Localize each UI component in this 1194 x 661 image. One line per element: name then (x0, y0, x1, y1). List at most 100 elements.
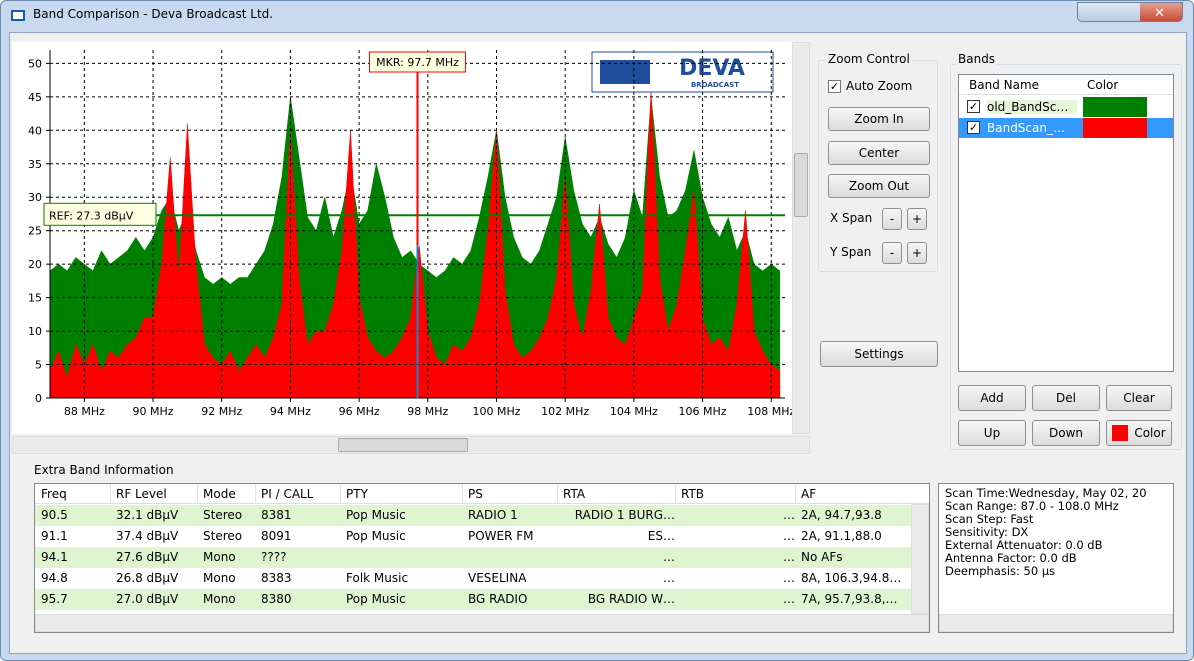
table-row[interactable] (35, 505, 911, 526)
table-row[interactable] (35, 547, 911, 568)
table-cell: 90.5 (41, 508, 68, 522)
band-color[interactable] (1083, 118, 1147, 138)
table-cell: VESELINA (468, 571, 527, 585)
column-divider (795, 484, 796, 504)
window-title: Band Comparison - Deva Broadcast Ltd. (33, 7, 274, 21)
area (49, 90, 781, 399)
ref-label-box (43, 202, 157, 226)
column-divider (340, 484, 341, 504)
table-cell: … (783, 550, 795, 564)
group-title: Bands (956, 52, 998, 66)
header-cell[interactable]: RTB (681, 487, 705, 501)
button-label: Zoom Out (848, 179, 910, 193)
table-cell: RADIO 1 (468, 508, 518, 522)
table-cell: Mono (203, 592, 236, 606)
x-tick-label: 94 MHz (270, 405, 311, 418)
center-button[interactable]: Center (828, 141, 930, 165)
checkbox[interactable]: ✓ (967, 121, 980, 134)
y-tick-label: 25 (28, 225, 42, 238)
table-cell: Pop Music (346, 508, 406, 522)
column-divider (462, 484, 463, 504)
header-cell[interactable]: PI / CALL (261, 487, 314, 501)
header-cell[interactable]: RF Level (116, 487, 167, 501)
table-cell: 27.0 dBµV (116, 592, 179, 606)
table-cell: BG RADIO (468, 592, 528, 606)
zoom-out-button[interactable]: Zoom Out (828, 174, 930, 198)
marker-label: MKR: 97.7 MHz (376, 56, 459, 69)
y-tick-label: 40 (28, 124, 42, 137)
table-cell: BG RADIO W… (587, 592, 675, 606)
band-button[interactable]: Color (1106, 420, 1172, 446)
header-cell: Color (1087, 78, 1119, 92)
zoom-in-button[interactable]: Zoom In (828, 107, 930, 131)
close-button[interactable] (1140, 3, 1182, 21)
band-color[interactable] (1083, 97, 1147, 117)
table-cell: 8A, 106.3,94.8… (801, 571, 901, 585)
band-button[interactable]: Clear (1106, 385, 1172, 411)
app-icon (11, 10, 25, 21)
table-cell: 26.8 dBµV (116, 571, 179, 585)
header-cell[interactable]: Mode (203, 487, 236, 501)
header-cell[interactable]: PTY (346, 487, 368, 501)
header-cell[interactable]: AF (801, 487, 817, 501)
v-scrollbar[interactable] (911, 504, 929, 614)
button-label: Add (980, 391, 1004, 405)
header-cell[interactable]: RTA (563, 487, 586, 501)
scroll-thumb[interactable] (338, 438, 468, 452)
table-cell: No AFs (801, 550, 843, 564)
table-row[interactable] (35, 589, 911, 610)
extra-table: Freq RF Level Mode PI / CALL PTY PS RTA RTB AF 90… (34, 483, 930, 633)
band-name: old_BandSc… (987, 100, 1077, 114)
h-scrollbar[interactable] (939, 614, 1173, 632)
header-cell: Band Name (969, 78, 1040, 92)
header-cell[interactable]: PS (468, 487, 483, 501)
settings-button[interactable]: Settings (820, 341, 938, 367)
table-cell: Mono (203, 550, 236, 564)
table-cell: 32.1 dBµV (116, 508, 179, 522)
table-cell: 94.1 (41, 550, 68, 564)
button-label: - (889, 212, 895, 226)
x-tick-label: 92 MHz (201, 405, 242, 418)
v-scrollbar[interactable] (792, 42, 810, 434)
band-button[interactable]: Del (1032, 385, 1100, 411)
checkbox[interactable]: ✓ (828, 80, 841, 93)
table-cell: … (663, 571, 675, 585)
h-scrollbar[interactable] (35, 614, 929, 632)
band-button[interactable]: Up (958, 420, 1026, 446)
band-button[interactable]: Down (1032, 420, 1100, 446)
info-line: Sensitivity: DX (945, 525, 1029, 539)
x-tick-label: 100 MHz (472, 405, 520, 418)
table-cell: RADIO 1 BURG… (574, 508, 675, 522)
column-divider (557, 484, 558, 504)
y-span-plus[interactable]: + (907, 242, 927, 264)
table-cell: … (783, 508, 795, 522)
table-cell: 94.8 (41, 571, 68, 585)
bands-group (950, 64, 1182, 450)
table-cell: 27.6 dBµV (116, 550, 179, 564)
table-cell: ES… (647, 529, 675, 543)
h-scrollbar[interactable] (12, 436, 810, 454)
checkbox[interactable]: ✓ (967, 100, 980, 113)
y-tick-label: 30 (28, 191, 42, 204)
table-cell: 2A, 94.7,93.8 (801, 508, 882, 522)
table-row[interactable] (35, 568, 911, 589)
button-label: Settings (854, 347, 904, 361)
y-span-minus[interactable]: - (882, 242, 902, 264)
scroll-thumb[interactable] (794, 153, 808, 217)
column-divider (675, 484, 676, 504)
span-label: Y Span (830, 245, 872, 259)
column-divider (110, 484, 111, 504)
window-controls[interactable]: ✕ (1077, 2, 1183, 22)
header-cell[interactable]: Freq (41, 487, 67, 501)
info-line: Deemphasis: 50 µs (945, 564, 1056, 578)
table-cell: … (783, 571, 795, 585)
x-span-plus[interactable]: + (907, 208, 927, 230)
table-cell: … (783, 592, 795, 606)
band-button[interactable]: Add (958, 385, 1026, 411)
button-label: - (889, 246, 895, 260)
logo-name: DEVA (679, 56, 745, 81)
x-span-minus[interactable]: - (882, 208, 902, 230)
table-row[interactable] (35, 526, 911, 547)
color-swatch (1112, 425, 1129, 441)
